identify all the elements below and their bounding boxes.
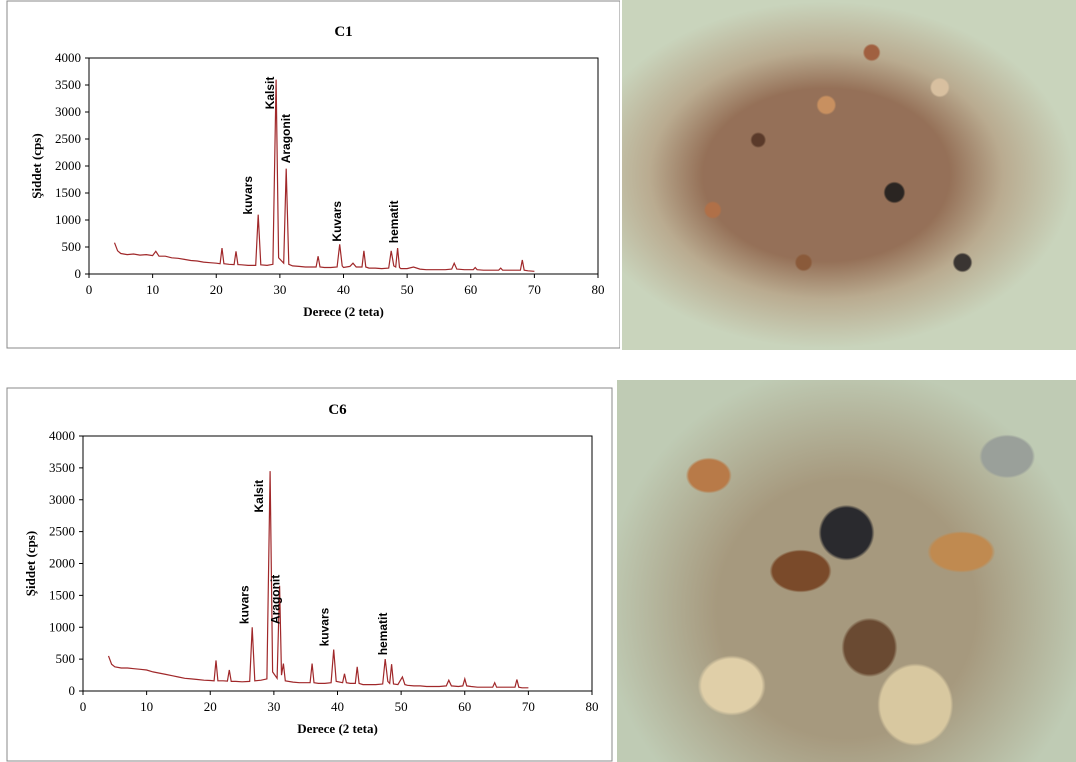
y-tick-label: 1000 [49,619,75,634]
x-tick-label: 70 [528,282,541,297]
x-tick-label: 10 [146,282,159,297]
peak-label: Kalsit [263,77,277,110]
peak-label: kuvars [237,585,251,624]
peak-label: Kalsit [252,480,266,513]
y-tick-label: 4000 [55,50,81,65]
peak-label: Aragonit [269,575,283,624]
x-tick-label: 0 [86,282,93,297]
y-tick-label: 3000 [55,104,81,119]
x-tick-label: 60 [458,699,471,714]
x-tick-label: 40 [337,282,350,297]
x-tick-label: 30 [273,282,286,297]
x-tick-label: 0 [80,699,87,714]
y-tick-label: 4000 [49,428,75,443]
chart-title: C1 [334,24,352,40]
x-tick-label: 70 [522,699,535,714]
y-axis-label: Şiddet (cps) [23,531,38,596]
y-tick-label: 2500 [55,131,81,146]
x-tick-label: 60 [464,282,477,297]
peak-label: kuvars [241,176,255,215]
sand-photo [622,0,1076,350]
y-tick-label: 1500 [55,185,81,200]
y-tick-label: 500 [56,651,76,666]
x-tick-label: 80 [586,699,599,714]
y-tick-label: 2000 [49,556,75,571]
y-tick-label: 0 [69,683,76,698]
x-tick-label: 50 [401,282,414,297]
y-tick-label: 3500 [49,460,75,475]
peak-label: Aragonit [279,114,293,163]
y-tick-label: 0 [75,266,82,281]
y-tick-label: 3000 [49,492,75,507]
x-tick-label: 40 [331,699,344,714]
y-tick-label: 2500 [49,524,75,539]
peak-label: hematit [387,201,401,244]
y-axis-label: Şiddet (cps) [29,133,44,198]
x-tick-label: 20 [204,699,217,714]
page: C105001000150020002500300035004000010203… [0,0,1076,762]
x-tick-label: 50 [395,699,408,714]
sand-photo [617,380,1076,762]
x-tick-label: 20 [210,282,223,297]
peak-label: kuvars [318,607,332,646]
x-tick-label: 10 [140,699,153,714]
y-tick-label: 2000 [55,158,81,173]
peak-label: hematit [376,613,390,656]
y-tick-label: 1500 [49,587,75,602]
x-tick-label: 80 [592,282,605,297]
chart-title: C6 [328,402,347,418]
x-axis-label: Derece (2 teta) [297,721,378,736]
x-axis-label: Derece (2 teta) [303,304,384,319]
y-tick-label: 500 [62,239,82,254]
x-tick-label: 30 [267,699,280,714]
y-tick-label: 1000 [55,212,81,227]
peak-label: Kuvars [330,201,344,242]
y-tick-label: 3500 [55,77,81,92]
